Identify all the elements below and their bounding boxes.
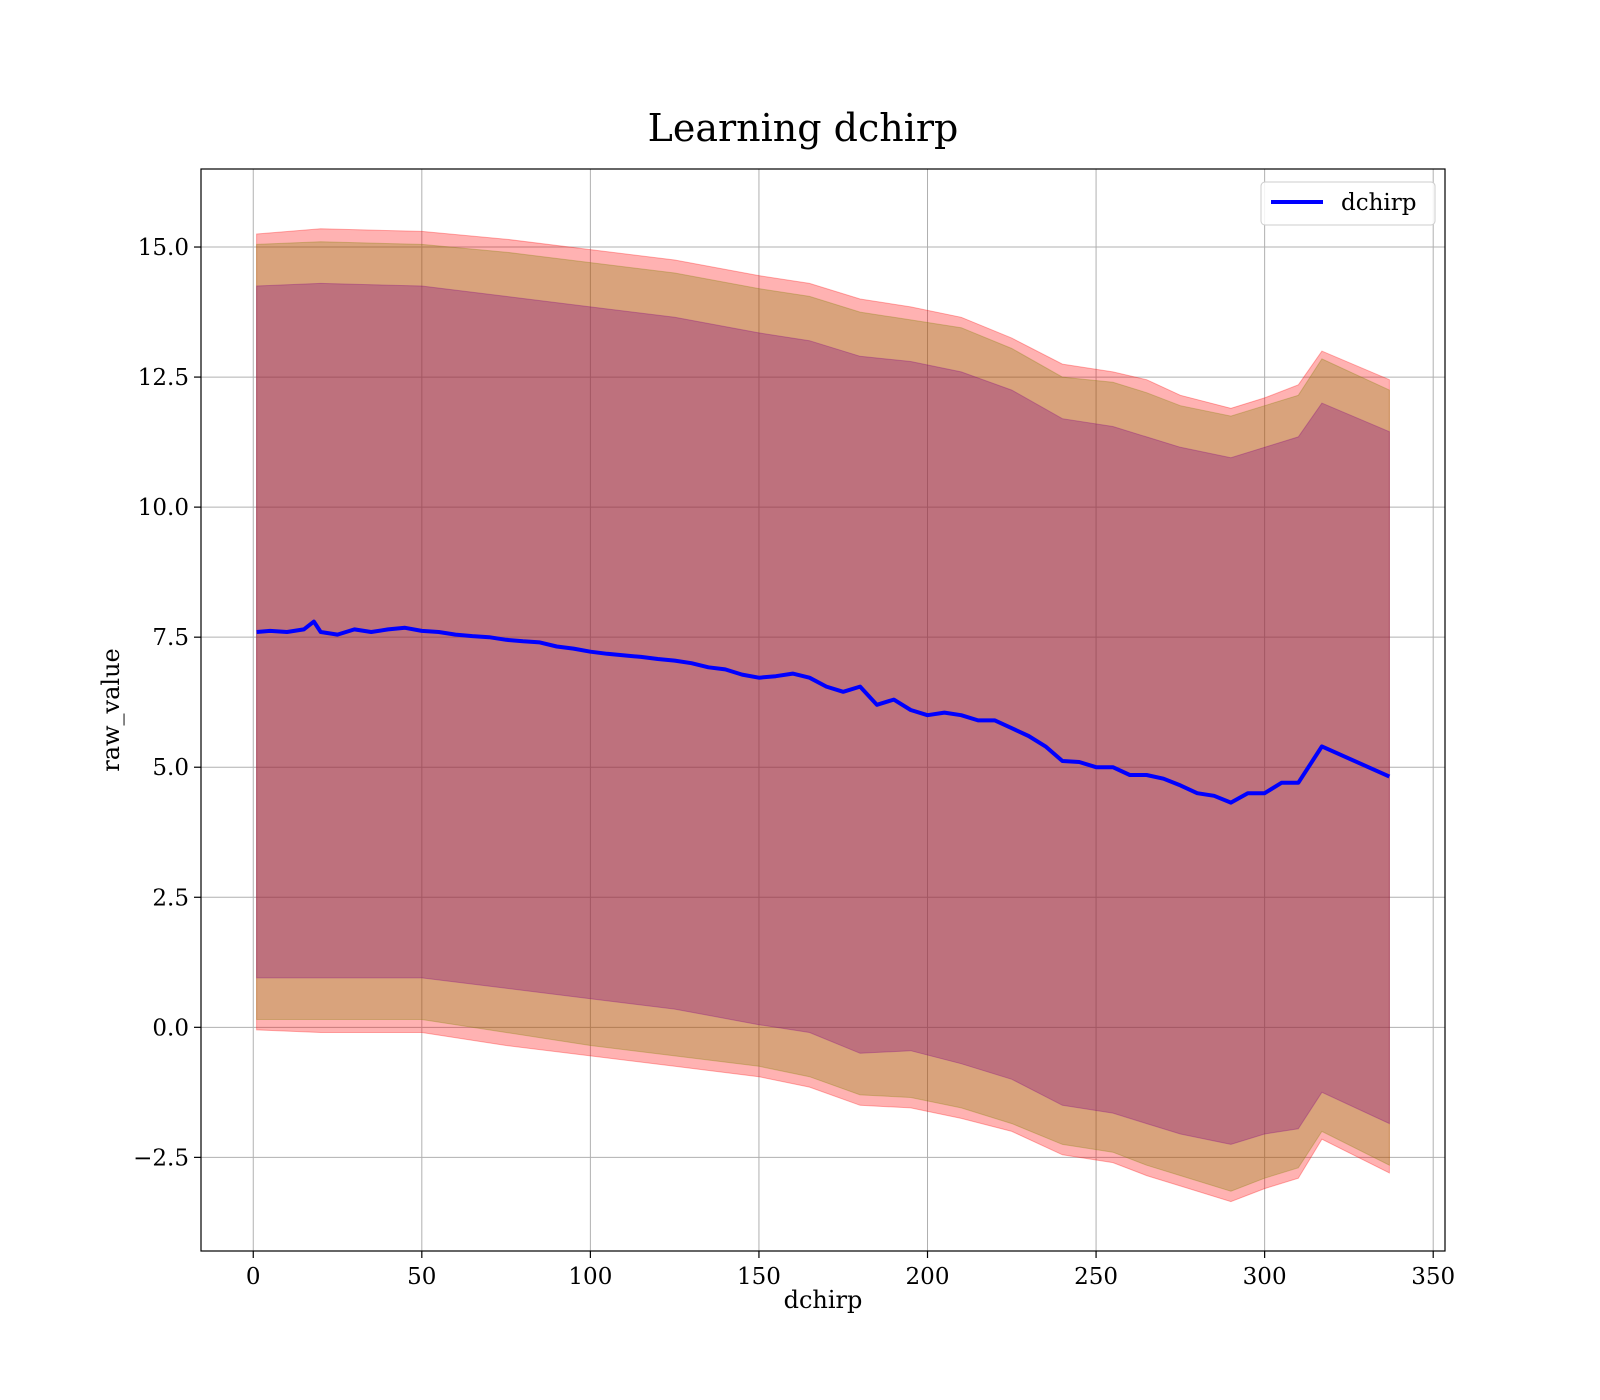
x-tick-label: 0 [246, 1264, 261, 1290]
x-tick-label: 50 [407, 1264, 436, 1290]
x-tick-label: 300 [1243, 1264, 1287, 1290]
legend-label-dchirp: dchirp [1341, 190, 1417, 216]
legend-box [1260, 181, 1436, 226]
y-tick-label: 15.0 [138, 235, 189, 261]
confidence-bands [256, 228, 1390, 1203]
band-0 [256, 228, 1390, 1203]
y-tick-label: 12.5 [138, 365, 189, 391]
y-tick-label: 0.0 [152, 1015, 189, 1041]
y-tick-label: −2.5 [133, 1145, 189, 1171]
y-axis-label: raw_value [97, 648, 125, 772]
x-axis-ticks: 0 50 100 150 200 250 300 350 [246, 1251, 1455, 1290]
series-line-dchirp [256, 619, 1391, 805]
y-axis-ticks: −2.5 0.0 2.5 5.0 7.5 10.0 12.5 15.0 [133, 235, 201, 1171]
y-tick-label: 10.0 [138, 495, 189, 521]
y-tick-label: 7.5 [152, 625, 189, 651]
x-axis-label: dchirp [784, 1286, 863, 1314]
x-tick-label: 100 [568, 1264, 612, 1290]
band-1 [256, 241, 1390, 1192]
band-2 [256, 282, 1390, 1145]
legend: dchirp [1260, 181, 1436, 226]
y-tick-label: 5.0 [152, 755, 189, 781]
x-tick-label: 150 [737, 1264, 781, 1290]
series-lines [256, 619, 1391, 805]
y-tick-label: 2.5 [152, 885, 189, 911]
x-tick-label: 250 [1074, 1264, 1118, 1290]
x-tick-label: 200 [906, 1264, 950, 1290]
plot-area-frame [200, 168, 1446, 1252]
chart-title: Learning dchirp [648, 106, 959, 150]
x-tick-label: 350 [1411, 1264, 1455, 1290]
grid-lines [201, 169, 1445, 1251]
